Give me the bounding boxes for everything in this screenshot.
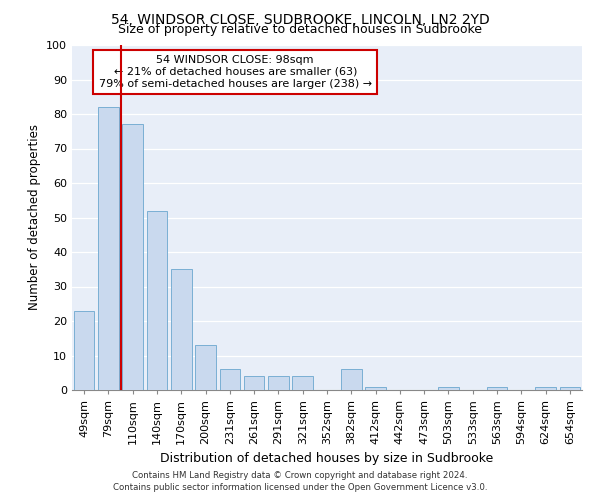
X-axis label: Distribution of detached houses by size in Sudbrooke: Distribution of detached houses by size … bbox=[160, 452, 494, 466]
Bar bbox=[220, 370, 240, 390]
Bar bbox=[560, 386, 580, 390]
Bar bbox=[438, 386, 459, 390]
Text: Size of property relative to detached houses in Sudbrooke: Size of property relative to detached ho… bbox=[118, 22, 482, 36]
Text: 54 WINDSOR CLOSE: 98sqm
← 21% of detached houses are smaller (63)
79% of semi-de: 54 WINDSOR CLOSE: 98sqm ← 21% of detache… bbox=[98, 56, 372, 88]
Bar bbox=[195, 345, 216, 390]
Text: Contains HM Land Registry data © Crown copyright and database right 2024.
Contai: Contains HM Land Registry data © Crown c… bbox=[113, 471, 487, 492]
Bar bbox=[146, 210, 167, 390]
Bar bbox=[171, 269, 191, 390]
Bar bbox=[341, 370, 362, 390]
Bar bbox=[74, 310, 94, 390]
Bar bbox=[268, 376, 289, 390]
Bar bbox=[244, 376, 265, 390]
Bar bbox=[292, 376, 313, 390]
Bar bbox=[122, 124, 143, 390]
Bar bbox=[365, 386, 386, 390]
Bar bbox=[487, 386, 508, 390]
Bar bbox=[98, 107, 119, 390]
Y-axis label: Number of detached properties: Number of detached properties bbox=[28, 124, 41, 310]
Text: 54, WINDSOR CLOSE, SUDBROOKE, LINCOLN, LN2 2YD: 54, WINDSOR CLOSE, SUDBROOKE, LINCOLN, L… bbox=[110, 12, 490, 26]
Bar bbox=[535, 386, 556, 390]
